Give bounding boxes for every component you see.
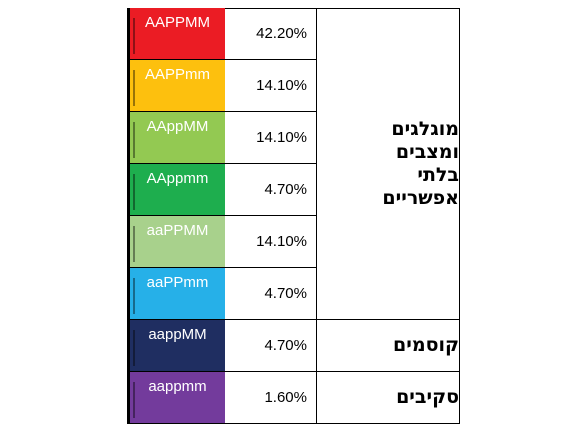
cell-left-mark: [133, 330, 135, 366]
genotype-cell: aaPPmm: [127, 268, 225, 320]
table-row: aappmm 1.60%: [127, 372, 317, 424]
group-label: מוגלגים ומצבים בלתי אפשריים: [382, 117, 459, 209]
cell-left-mark: [133, 382, 135, 418]
cell-left-mark: [133, 226, 135, 262]
table-row: AAppMM 14.10%: [127, 112, 317, 164]
percent-cell: 4.70%: [225, 164, 317, 216]
genotype-label: AAPPmm: [144, 66, 210, 83]
genotype-cell: AAPPmm: [127, 60, 225, 112]
genotype-cell: aappmm: [127, 372, 225, 424]
table-row: AAPPmm 14.10%: [127, 60, 317, 112]
genotype-label: aappMM: [148, 326, 207, 343]
genotype-label: AAPPMM: [144, 14, 210, 31]
genotype-cell: aaPPMM: [127, 216, 225, 268]
percent-cell: 42.20%: [225, 8, 317, 60]
genotype-label: AAppmm: [146, 170, 209, 187]
table-row: AAPPMM 42.20%: [127, 8, 317, 60]
percent-cell: 1.60%: [225, 372, 317, 424]
genotype-cell: AAppmm: [127, 164, 225, 216]
percent-cell: 4.70%: [225, 320, 317, 372]
cell-left-mark: [133, 278, 135, 314]
genotype-label: aappmm: [148, 378, 207, 395]
table-row: aappMM 4.70%: [127, 320, 317, 372]
cell-left-mark: [133, 70, 135, 106]
group-cell-squibs: סקיבים: [317, 372, 460, 424]
genotype-cell: AAPPMM: [127, 8, 225, 60]
table-top-border: [127, 8, 460, 9]
genotype-cell: AAppMM: [127, 112, 225, 164]
table-row: AAppmm 4.70%: [127, 164, 317, 216]
table-row: aaPPmm 4.70%: [127, 268, 317, 320]
cell-left-mark: [133, 122, 135, 158]
group-label: סקיבים: [396, 386, 459, 408]
cell-left-mark: [133, 174, 135, 210]
group-cell-wizards: קוסמים: [317, 320, 460, 372]
genotype-label: aaPPmm: [146, 274, 209, 291]
percent-cell: 14.10%: [225, 216, 317, 268]
percent-cell: 14.10%: [225, 112, 317, 164]
group-cell-muggles: מוגלגים ומצבים בלתי אפשריים: [317, 8, 460, 320]
genotype-label: aaPPMM: [146, 222, 209, 239]
percent-cell: 14.10%: [225, 60, 317, 112]
group-label: קוסמים: [393, 334, 459, 356]
genotype-table: AAPPMM 42.20% AAPPmm 14.10% AAppMM 14.10…: [127, 8, 460, 424]
genotype-cell: aappMM: [127, 320, 225, 372]
genotype-label: AAppMM: [146, 118, 209, 135]
table-row: aaPPMM 14.10%: [127, 216, 317, 268]
percent-cell: 4.70%: [225, 268, 317, 320]
cell-left-mark: [133, 18, 135, 54]
